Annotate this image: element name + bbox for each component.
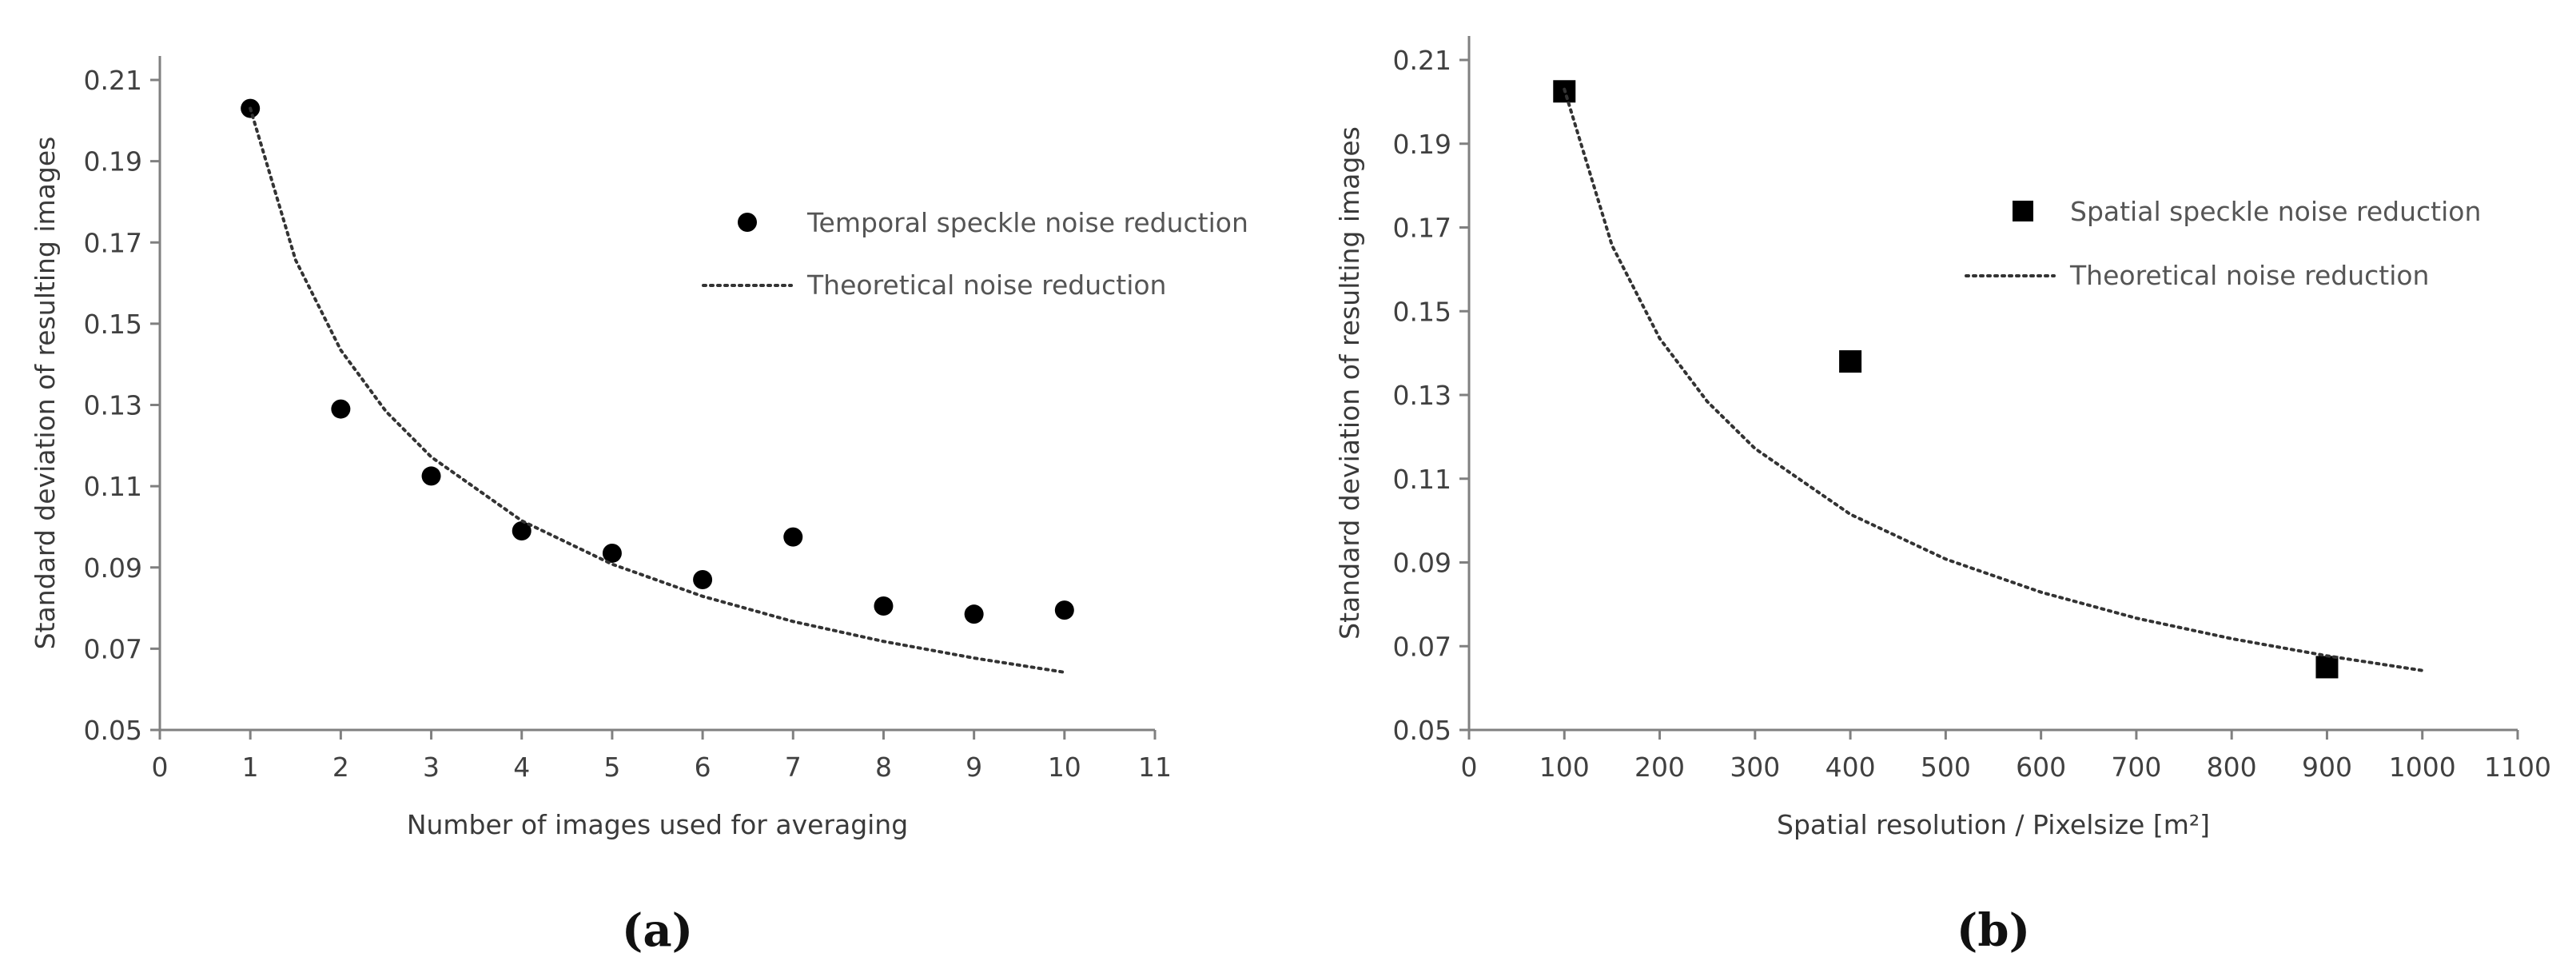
y-tick-label: 0.05 — [84, 715, 142, 746]
y-tick-label: 0.15 — [1393, 296, 1451, 327]
x-tick-label: 1100 — [2484, 752, 2551, 783]
y-tick-label: 0.13 — [1393, 380, 1451, 411]
x-tick-label: 200 — [1634, 752, 1685, 783]
legend-label: Spatial speckle noise reduction — [2070, 196, 2481, 227]
theoretical-curve — [249, 106, 1066, 674]
panel-label: (b) — [1957, 904, 2030, 957]
legend-label: Theoretical noise reduction — [806, 269, 1166, 301]
y-tick-label: 0.19 — [84, 146, 142, 177]
data-point-circle — [512, 521, 532, 541]
y-tick-label: 0.07 — [84, 633, 142, 664]
x-tick-label: 7 — [785, 752, 802, 783]
x-tick-label: 800 — [2207, 752, 2257, 783]
x-tick-label: 2 — [332, 752, 349, 783]
x-tick-label: 0 — [152, 752, 169, 783]
x-tick-label: 9 — [966, 752, 982, 783]
x-tick-label: 3 — [423, 752, 440, 783]
chart-a: 0.05 0.07 0.09 0.11 0.13 0.15 0.17 0.19 0.21 0 1 2 3… — [30, 56, 1248, 957]
y-tick-label: 0.11 — [84, 471, 142, 502]
x-axis-label: Number of images used for averaging — [407, 809, 908, 840]
data-point-circle — [874, 596, 894, 616]
x-tick-label: 5 — [603, 752, 620, 783]
y-tick-label: 0.19 — [1393, 129, 1451, 160]
legend-label: Temporal speckle noise reduction — [806, 207, 1248, 238]
legend-label: Theoretical noise reduction — [2069, 260, 2429, 291]
theoretical-curve — [1563, 87, 2424, 672]
legend-circle-swatch — [738, 213, 757, 232]
x-tick-label: 4 — [513, 752, 530, 783]
y-tick-label: 0.17 — [84, 227, 142, 258]
y-tick-label: 0.09 — [1393, 548, 1451, 579]
y-tick-label: 0.21 — [84, 65, 142, 96]
x-tick-label: 500 — [1921, 752, 1971, 783]
y-tick-label: 0.21 — [1393, 45, 1451, 76]
x-tick-label: 1 — [242, 752, 259, 783]
x-tick-label: 600 — [2016, 752, 2066, 783]
data-point-circle — [783, 527, 803, 547]
data-point-circle — [602, 543, 622, 563]
x-tick-label: 900 — [2302, 752, 2352, 783]
x-tick-label: 8 — [875, 752, 892, 783]
x-tick-label: 1000 — [2389, 752, 2456, 783]
x-tick-label: 6 — [695, 752, 711, 783]
data-point-circle — [693, 569, 713, 589]
x-axis-label: Spatial resolution / Pixelsize [m²] — [1777, 809, 2210, 840]
x-tick-label: 300 — [1730, 752, 1780, 783]
x-tick-label: 100 — [1539, 752, 1590, 783]
data-point-circle — [1054, 600, 1074, 620]
x-tick-label: 11 — [1138, 752, 1172, 783]
data-point-square — [1839, 350, 1862, 373]
x-tick-label: 400 — [1825, 752, 1876, 783]
x-tick-label: 0 — [1461, 752, 1478, 783]
y-tick-label: 0.09 — [84, 552, 142, 584]
y-tick-label: 0.05 — [1393, 715, 1451, 746]
data-point-square — [2315, 656, 2339, 679]
data-point-circle — [964, 604, 984, 624]
y-tick-label: 0.13 — [84, 390, 142, 421]
data-point-circle — [331, 399, 351, 419]
y-tick-label: 0.11 — [1393, 464, 1451, 495]
legend-square-swatch — [2013, 201, 2033, 221]
chart-b: 0.05 0.07 0.09 0.11 0.13 0.15 0.17 0.19 0.21 0 100… — [1334, 36, 2551, 957]
y-tick-label: 0.17 — [1393, 213, 1451, 244]
data-point-circle — [421, 466, 441, 486]
y-tick-label: 0.07 — [1393, 631, 1451, 662]
y-axis-label: Standard deviation of resulting images — [30, 137, 61, 650]
x-tick-label: 10 — [1048, 752, 1081, 783]
panel-label: (a) — [622, 904, 693, 957]
x-tick-label: 700 — [2111, 752, 2161, 783]
y-axis-label: Standard deviation of resulting images — [1334, 126, 1365, 640]
y-tick-label: 0.15 — [84, 309, 142, 340]
